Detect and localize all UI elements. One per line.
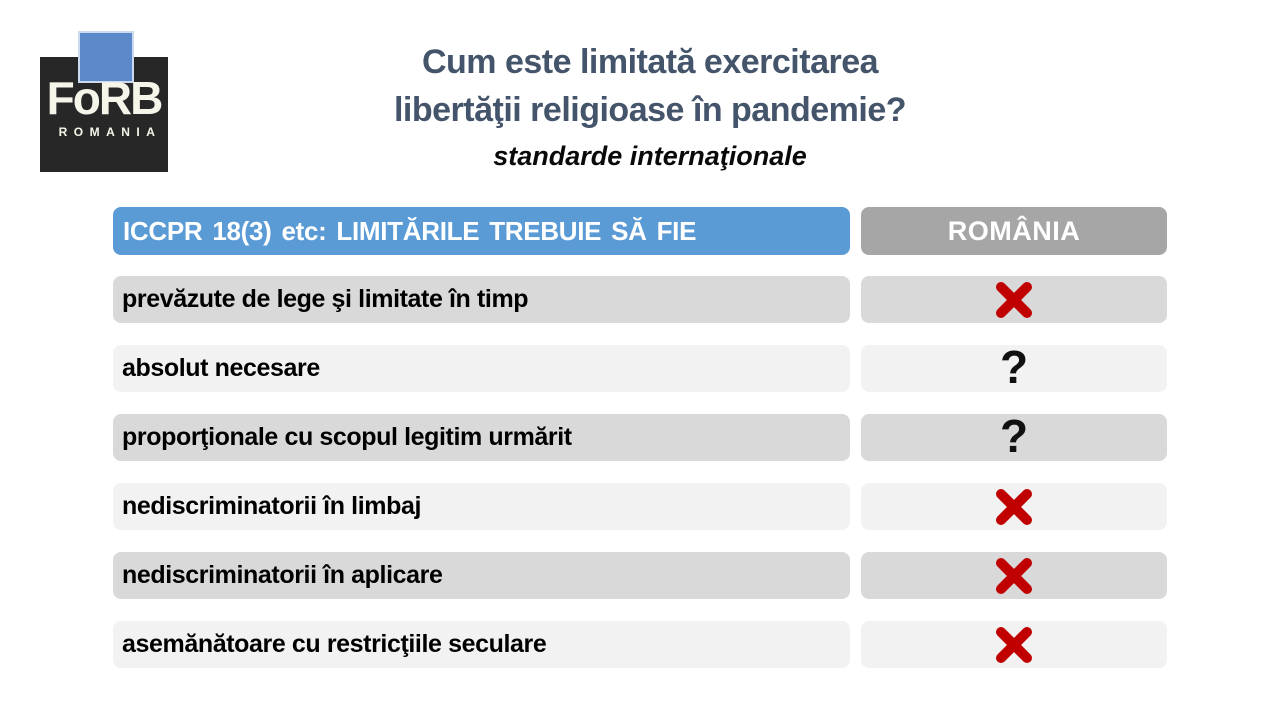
table-row-mark: ? [861,340,1167,393]
title-block: Cum este limitată exercitarea libertăţii… [240,38,1060,176]
question-mark: ? [999,340,1029,393]
table-row-mark: ? [861,552,1167,599]
cross-icon [996,281,1032,318]
table-row-label: nediscriminatorii în limbaj [113,483,850,530]
table-row-mark: ? [861,409,1167,462]
table-row-label: nediscriminatorii în aplicare [113,552,850,599]
question-mark: ? [999,409,1029,462]
table-row-mark: ? [861,276,1167,323]
table-row-mark: ? [861,621,1167,668]
logo-blue-square [78,31,134,83]
table-row-label: prevăzute de lege şi limitate în timp [113,276,850,323]
table-row-mark: ? [861,483,1167,530]
table-row-label: proporţionale cu scopul legitim urmărit [113,414,850,461]
cross-icon [996,557,1032,594]
page-title-line1: Cum este limitată exercitarea [421,43,879,81]
logo-country: ROMANIA [58,125,162,139]
logo-acronym: FoRB [46,72,164,124]
table-row-label: asemănătoare cu restricţiile seculare [113,621,850,668]
table-row-label: absolut necesare [113,345,850,392]
forb-romania-logo: FoRB ROMANIA [40,31,170,173]
page-subtitle: standarde internaţionale [493,141,807,171]
page-title-line2: libertăţii religioase în pandemie? [393,91,907,129]
cross-icon [996,488,1032,525]
cross-icon [996,626,1032,663]
table-header-criteria: ICCPR 18(3) etc: LIMITĂRILE TREBUIE SĂ F… [113,207,850,255]
table-header-country: ROMÂNIA [861,207,1167,255]
